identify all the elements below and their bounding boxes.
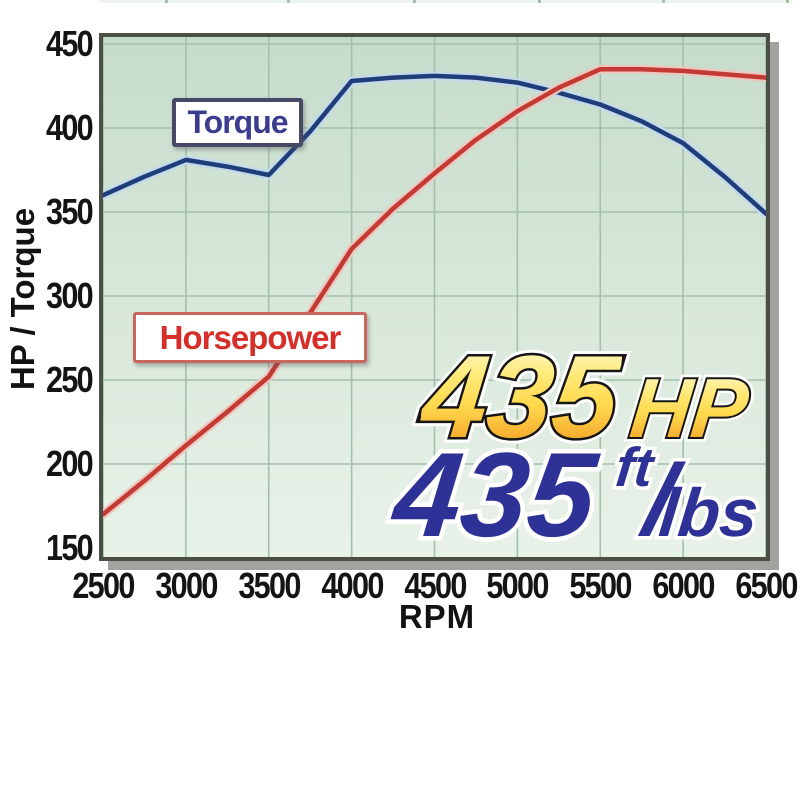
x-tick-label: 4000 [320, 565, 384, 606]
x-tick-label: 5000 [486, 565, 550, 606]
x-tick-label: 3500 [238, 565, 301, 606]
y-tick-label: 250 [46, 359, 94, 400]
crop-artifact-tick [538, 0, 541, 3]
y-tick-label: 200 [46, 443, 94, 484]
crop-artifact-tick [786, 0, 789, 3]
top-crop-artifact [100, 0, 792, 3]
x-tick-label: 3000 [155, 565, 218, 606]
torque-curve [103, 73, 766, 216]
x-axis-title: RPM [398, 598, 476, 635]
torque-legend-label: Torque [187, 104, 288, 140]
crop-artifact-tick [165, 0, 168, 3]
x-tick-label: 4500 [403, 565, 467, 606]
y-tick-label: 450 [46, 23, 94, 64]
x-tick-label: 6500 [735, 565, 798, 606]
y-tick-label: 350 [46, 191, 94, 232]
crop-artifact-tick [413, 0, 416, 3]
horsepower-legend-label: Horsepower [159, 318, 342, 356]
torque-callout-unit-lbs: lbs lbs [652, 472, 765, 555]
y-tick-label: 400 [46, 107, 94, 148]
torque-callout: 435 435 ft ft / / lbs lbs [383, 424, 767, 567]
plot-area: Torque Horsepower 435 435 435 HP HP HP 4… [99, 33, 770, 567]
horsepower-curve [103, 66, 766, 517]
horsepower-legend-box: Horsepower [133, 312, 367, 363]
x-tick-label: 5500 [569, 565, 633, 606]
x-tick-label: 6000 [652, 565, 715, 606]
y-tick-label: 300 [46, 275, 94, 316]
crop-artifact-tick [662, 0, 665, 3]
torque-callout-value: 435 435 [383, 424, 606, 567]
torque-legend-box: Torque [172, 98, 303, 147]
crop-artifact-tick [287, 0, 290, 3]
x-tick-label: 2500 [72, 565, 135, 606]
y-tick-label: 150 [46, 527, 94, 568]
